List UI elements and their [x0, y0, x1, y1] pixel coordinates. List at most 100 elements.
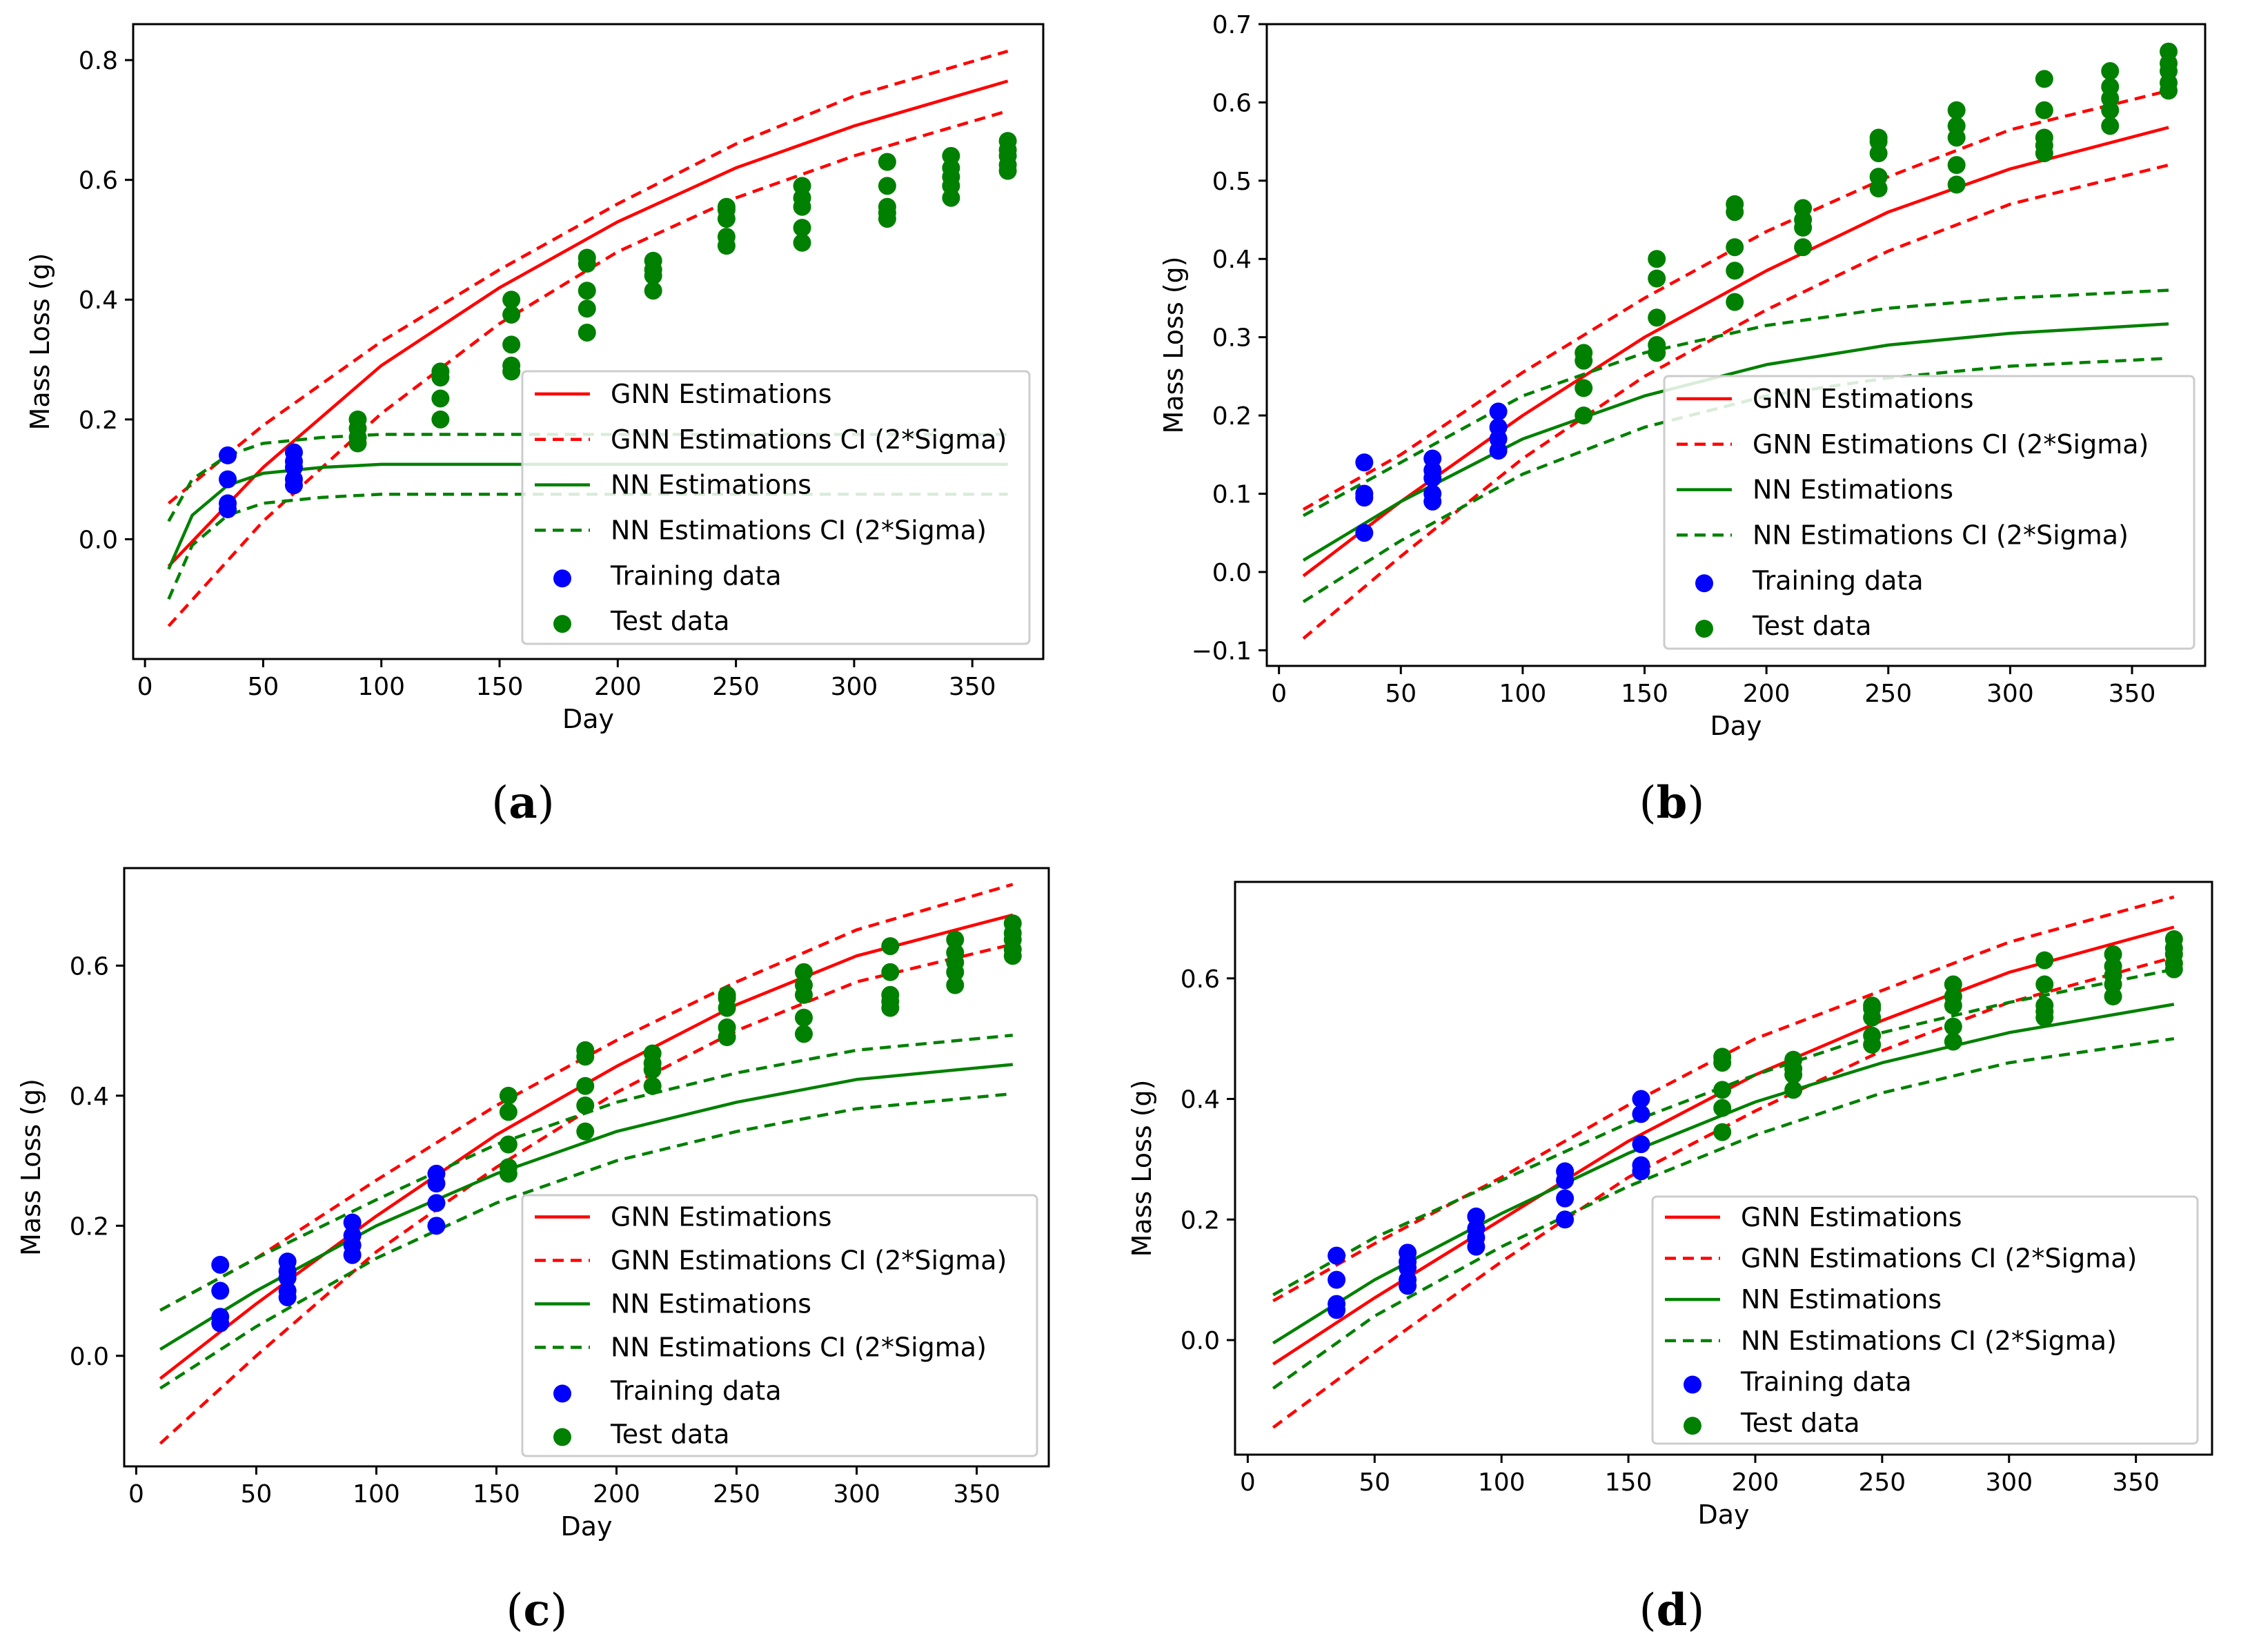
- legend-label: Training data: [610, 1376, 782, 1406]
- series-line: [1302, 288, 2169, 518]
- series-line: [1272, 1003, 2175, 1345]
- test-point: [1794, 218, 1813, 237]
- test-point: [431, 368, 450, 387]
- test-point: [718, 1028, 736, 1047]
- training-point: [1355, 489, 1374, 507]
- legend-label: GNN Estimations: [1753, 384, 1974, 414]
- legend-label: NN Estimations: [611, 470, 811, 500]
- training-point: [1556, 1210, 1575, 1229]
- legend-label: Test data: [610, 1419, 730, 1450]
- x-tick-label: 200: [1743, 680, 1790, 708]
- test-point: [1003, 947, 1022, 965]
- panel-caption: (a): [491, 777, 554, 829]
- test-point: [499, 1103, 517, 1121]
- x-tick-label: 200: [593, 1480, 640, 1508]
- test-point: [502, 362, 521, 381]
- test-point: [1944, 1017, 1962, 1036]
- training-point: [1489, 442, 1508, 460]
- y-tick-label: 0.0: [70, 1343, 109, 1371]
- legend-box: [521, 370, 1031, 645]
- training-point: [1423, 492, 1442, 511]
- x-tick-label: 300: [1985, 1468, 2033, 1497]
- y-axis-label: Mass Loss (g): [16, 1079, 46, 1256]
- axes-frame: [132, 23, 1045, 660]
- y-tick-label: 0.6: [79, 167, 118, 195]
- test-point: [576, 1076, 595, 1095]
- legend-label: Test data: [1752, 611, 1872, 641]
- axes-frame: [1265, 23, 2207, 667]
- test-point: [878, 210, 896, 228]
- test-point: [998, 161, 1017, 180]
- test-point: [502, 335, 521, 354]
- test-point: [793, 219, 811, 237]
- training-point: [343, 1246, 362, 1264]
- legend: GNN Estimations GNN Estimations CI (2*Sig…: [521, 370, 1031, 645]
- x-tick-label: 300: [833, 1480, 880, 1508]
- legend: GNN Estimations GNN Estimations CI (2*Sig…: [1663, 375, 2195, 650]
- y-tick-label: 0.4: [79, 286, 118, 315]
- x-tick-label: 0: [1271, 680, 1287, 708]
- test-point: [576, 1122, 595, 1141]
- plot-area: [159, 883, 1022, 1445]
- test-point: [1713, 1123, 1732, 1141]
- x-tick-label: 100: [353, 1480, 400, 1508]
- test-point: [1726, 262, 1744, 280]
- test-point: [1784, 1065, 1803, 1084]
- training-point: [1355, 524, 1374, 542]
- legend-label: Training data: [1740, 1367, 1912, 1397]
- test-point: [881, 937, 900, 956]
- y-tick-label: 0.4: [1212, 246, 1252, 274]
- training-point: [1556, 1189, 1575, 1208]
- plot-area: [167, 49, 1017, 627]
- y-tick-label: 0.2: [79, 406, 118, 435]
- training-point: [343, 1213, 362, 1232]
- test-point: [499, 1135, 517, 1154]
- y-tick-label: 0.8: [79, 47, 118, 75]
- test-point: [2101, 62, 2120, 81]
- panel-caption: (d): [1639, 1584, 1705, 1636]
- training-point: [219, 446, 237, 464]
- test-point: [946, 930, 965, 949]
- series-line: [159, 1033, 1014, 1312]
- series-line: [1272, 967, 2175, 1297]
- test-point: [499, 1164, 517, 1183]
- legend-label: Test data: [1740, 1408, 1860, 1438]
- test-point: [1869, 179, 1888, 198]
- test-point: [1869, 144, 1888, 163]
- test-point: [794, 1025, 813, 1043]
- test-point: [1648, 344, 1666, 362]
- training-point: [1632, 1105, 1650, 1123]
- test-point: [794, 985, 813, 1004]
- x-tick-label: 100: [1478, 1468, 1526, 1497]
- x-axis-label: Day: [1697, 1499, 1749, 1530]
- x-tick-label: 150: [1605, 1468, 1652, 1497]
- legend-label: NN Estimations CI (2*Sigma): [611, 515, 987, 545]
- legend-swatch: [1684, 1417, 1701, 1435]
- legend-swatch: [553, 569, 571, 588]
- x-axis-label: Day: [562, 704, 614, 734]
- legend-swatch: [1684, 1375, 1701, 1394]
- series-line: [1302, 126, 2169, 578]
- x-tick-label: 100: [357, 673, 405, 701]
- training-point: [1632, 1135, 1650, 1154]
- x-tick-label: 0: [1240, 1468, 1256, 1497]
- x-tick-label: 150: [473, 1480, 520, 1508]
- legend-swatch: [553, 1384, 571, 1403]
- test-point: [1947, 175, 1966, 194]
- training-point: [1328, 1270, 1346, 1289]
- test-point: [1944, 996, 1962, 1015]
- x-tick-label: 0: [128, 1480, 144, 1508]
- training-point: [211, 1281, 230, 1300]
- panel-d: 0 50 100 150 200 250 300 350 0.0 0.2 0.4 0.6 Day Mass…: [1127, 881, 2213, 1636]
- legend-label: GNN Estimations: [611, 1202, 832, 1232]
- training-point: [278, 1268, 297, 1287]
- test-point: [1713, 1054, 1732, 1072]
- test-point: [1947, 156, 1966, 175]
- legend-label: NN Estimations: [1753, 475, 1953, 505]
- test-point: [794, 1008, 813, 1027]
- legend: GNN Estimations GNN Estimations CI (2*Sig…: [521, 1194, 1038, 1457]
- x-tick-label: 50: [1385, 680, 1417, 708]
- test-point: [794, 963, 813, 981]
- legend: GNN Estimations GNN Estimations CI (2*Sig…: [1651, 1195, 2199, 1445]
- panel-a: 0 50 100 150 200 250 300 350 0.0 0.2 0.4 0.6 0.8 Day M…: [25, 23, 1045, 829]
